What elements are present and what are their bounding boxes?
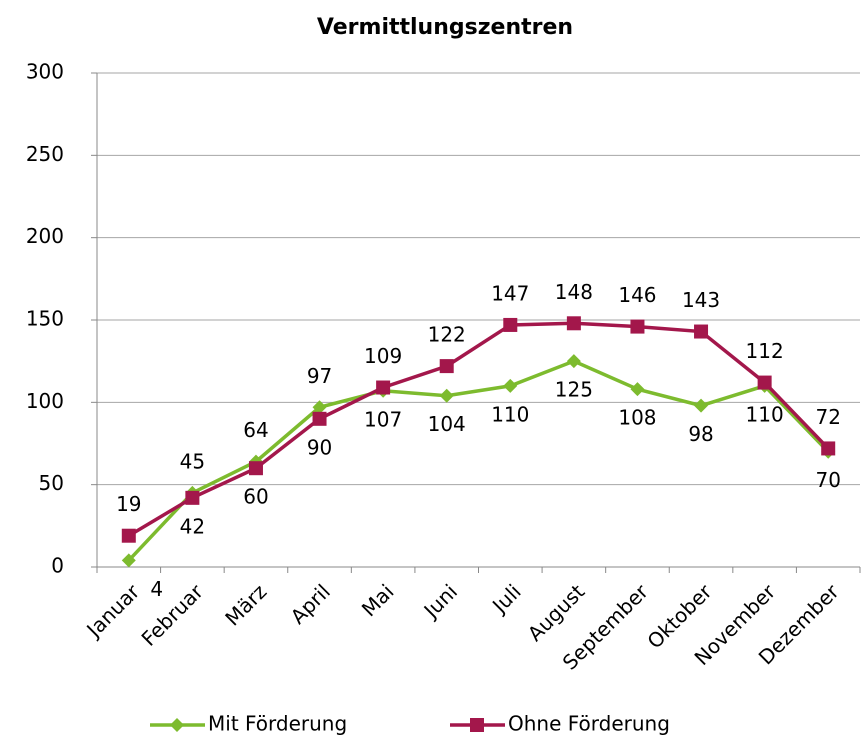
data-label: 70 — [815, 468, 840, 492]
data-label: 110 — [491, 402, 529, 426]
marker — [503, 317, 518, 332]
marker — [248, 461, 263, 476]
x-tick-label: Juni — [418, 579, 462, 623]
data-label: 72 — [815, 405, 840, 429]
x-tick-label: Mai — [357, 579, 399, 621]
x-tick-label: Februar — [137, 579, 209, 651]
data-label: 45 — [180, 449, 205, 473]
data-label: 148 — [555, 280, 593, 304]
y-tick-label: 150 — [26, 307, 64, 331]
data-label: 112 — [746, 339, 784, 363]
marker — [121, 528, 136, 543]
marker — [312, 400, 327, 415]
marker — [439, 388, 454, 403]
marker — [566, 354, 581, 369]
marker — [630, 319, 645, 334]
legend-label: Mit Förderung — [208, 712, 347, 736]
marker — [694, 398, 709, 413]
marker — [312, 411, 327, 426]
data-label: 42 — [180, 514, 205, 538]
marker — [566, 316, 581, 331]
marker — [694, 324, 709, 339]
marker — [170, 718, 184, 732]
chart-title: Vermittlungszentren — [317, 15, 573, 40]
x-tick-label: Januar — [81, 579, 145, 643]
data-label: 4 — [150, 577, 163, 601]
y-tick-label: 200 — [26, 224, 64, 248]
data-label: 143 — [682, 288, 720, 312]
data-label: 107 — [364, 407, 402, 431]
data-label: 146 — [618, 283, 656, 307]
data-label: 97 — [307, 364, 332, 388]
data-label: 109 — [364, 344, 402, 368]
marker — [630, 382, 645, 397]
data-label: 110 — [746, 402, 784, 426]
y-tick-label: 250 — [26, 142, 64, 166]
data-label: 90 — [307, 435, 332, 459]
legend-label: Ohne Förderung — [508, 712, 670, 736]
marker — [821, 441, 836, 456]
marker — [503, 378, 518, 393]
data-label: 19 — [116, 492, 141, 516]
x-tick-label: Juli — [486, 579, 525, 618]
data-label: 98 — [688, 422, 713, 446]
x-tick-label: März — [220, 579, 271, 630]
data-label: 125 — [555, 378, 593, 402]
marker — [470, 718, 484, 732]
marker — [185, 490, 200, 505]
marker — [439, 359, 454, 374]
marker — [757, 375, 772, 390]
marker — [121, 553, 136, 568]
marker — [376, 380, 391, 395]
y-tick-label: 50 — [39, 471, 64, 495]
y-tick-label: 0 — [51, 554, 64, 578]
data-label: 147 — [491, 281, 529, 305]
y-tick-label: 100 — [26, 389, 64, 413]
data-label: 108 — [618, 406, 656, 430]
data-label: 122 — [428, 323, 466, 347]
data-label: 60 — [243, 485, 268, 509]
y-tick-label: 300 — [26, 60, 64, 84]
series-line — [127, 321, 830, 538]
data-label: 64 — [243, 418, 268, 442]
series-line — [127, 359, 830, 562]
data-label: 104 — [428, 412, 466, 436]
x-tick-label: April — [286, 579, 335, 628]
